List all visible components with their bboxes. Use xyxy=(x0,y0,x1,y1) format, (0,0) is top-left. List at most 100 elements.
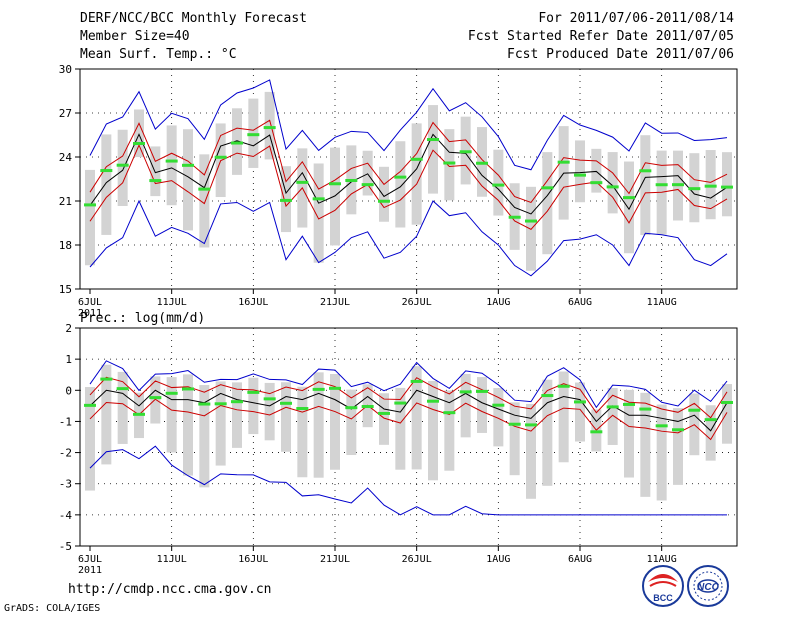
member-marker xyxy=(606,405,619,409)
ensemble-box xyxy=(330,147,340,246)
member-marker xyxy=(100,377,113,381)
lower-quartile-line xyxy=(89,398,728,441)
ensemble-box xyxy=(379,393,389,445)
member-marker xyxy=(345,178,358,182)
x-tick-label: 16JUL xyxy=(238,297,268,308)
ensemble-box xyxy=(362,150,373,196)
member-marker xyxy=(231,400,243,404)
ensemble-box xyxy=(607,152,618,214)
member-marker xyxy=(198,402,211,406)
member-marker xyxy=(655,183,668,187)
member-marker xyxy=(704,184,717,188)
member-marker xyxy=(623,196,635,200)
member-marker xyxy=(590,430,603,434)
x-tick-label: 11AUG xyxy=(647,297,677,308)
y-tick-label: -2 xyxy=(59,447,72,460)
member-marker xyxy=(182,387,194,391)
ensemble-box xyxy=(722,152,732,217)
ensemble-box xyxy=(379,166,389,222)
member-marker xyxy=(394,401,407,405)
ensemble-box xyxy=(607,387,618,445)
y-tick-label: 15 xyxy=(59,283,72,296)
x-tick-label: 6AUG xyxy=(568,554,592,565)
x-tick-label: 1AUG xyxy=(486,554,510,565)
member-marker xyxy=(100,169,113,173)
ensemble-box xyxy=(411,123,422,225)
member-marker xyxy=(247,133,260,137)
member-marker xyxy=(443,411,456,415)
member-marker xyxy=(525,219,537,223)
ensemble-box xyxy=(493,388,504,447)
ensemble-box xyxy=(656,404,667,501)
member-marker xyxy=(149,396,162,400)
ensemble-box xyxy=(705,405,716,461)
member-marker xyxy=(541,394,554,398)
ensemble-box xyxy=(542,152,553,255)
ensemble-box xyxy=(624,161,634,254)
member-marker xyxy=(182,163,194,167)
member-marker xyxy=(312,197,325,201)
member-marker xyxy=(704,418,717,422)
member-marker xyxy=(590,181,603,185)
member-marker xyxy=(672,428,684,432)
plot-frame-1 xyxy=(79,327,738,547)
member-marker xyxy=(116,163,129,167)
member-marker xyxy=(296,407,309,411)
x-tick-label: 1AUG xyxy=(486,297,510,308)
upper-quartile-line xyxy=(89,119,728,204)
member-marker xyxy=(263,397,276,401)
chart-title: DERF/NCC/BCC Monthly Forecast xyxy=(80,11,307,26)
x-tick-label: 26JUL xyxy=(402,554,432,565)
ensemble-box xyxy=(444,390,455,471)
ensemble-box xyxy=(183,129,193,231)
member-marker xyxy=(574,400,586,404)
x-tick-label: 21JUL xyxy=(320,297,350,308)
member-marker xyxy=(688,408,701,412)
y-tick-label: 1 xyxy=(65,353,72,366)
member-marker xyxy=(492,403,505,407)
min-line xyxy=(89,445,727,516)
ensemble-box xyxy=(297,386,308,478)
member-marker xyxy=(427,399,439,403)
ensemble-box xyxy=(101,364,112,465)
y-tick-label: -1 xyxy=(59,415,72,428)
member-marker xyxy=(721,400,733,404)
mean-line xyxy=(89,389,728,432)
ensemble-box xyxy=(460,373,471,438)
ensemble-box xyxy=(166,125,177,206)
x-year-label: 2011 xyxy=(78,308,102,319)
member-marker xyxy=(459,150,472,154)
ensemble-box xyxy=(346,389,357,456)
url-text[interactable]: http://cmdp.ncc.cma.gov.cn xyxy=(68,582,272,597)
ensemble-box xyxy=(248,377,259,435)
ensemble-box xyxy=(85,387,95,491)
ensemble-box xyxy=(705,150,716,220)
member-marker xyxy=(557,384,570,388)
member-marker xyxy=(606,185,619,189)
y-tick-label: -5 xyxy=(59,540,72,553)
ensemble-box xyxy=(624,389,634,478)
ensemble-box xyxy=(444,129,455,201)
member-marker xyxy=(214,402,227,406)
ensemble-box xyxy=(281,382,291,452)
ensemble-box xyxy=(428,105,438,194)
upper-quartile-line xyxy=(89,376,728,419)
ensemble-box xyxy=(313,163,324,263)
ensemble-box xyxy=(117,371,128,444)
y-tick-label: 21 xyxy=(59,195,72,208)
mean-line xyxy=(89,133,728,215)
member-marker xyxy=(508,215,521,219)
member-marker xyxy=(165,159,178,163)
max-line xyxy=(89,360,728,409)
x-tick-label: 6AUG xyxy=(568,297,592,308)
x-tick-label: 6JUL xyxy=(78,297,102,308)
x-tick-label: 11JUL xyxy=(157,554,187,565)
ensemble-box xyxy=(395,387,406,470)
member-marker xyxy=(361,405,374,409)
member-marker xyxy=(410,379,423,383)
member-marker xyxy=(280,401,292,405)
ensemble-box xyxy=(264,382,275,441)
x-tick-label: 11JUL xyxy=(157,297,187,308)
ensemble-box xyxy=(591,148,602,193)
